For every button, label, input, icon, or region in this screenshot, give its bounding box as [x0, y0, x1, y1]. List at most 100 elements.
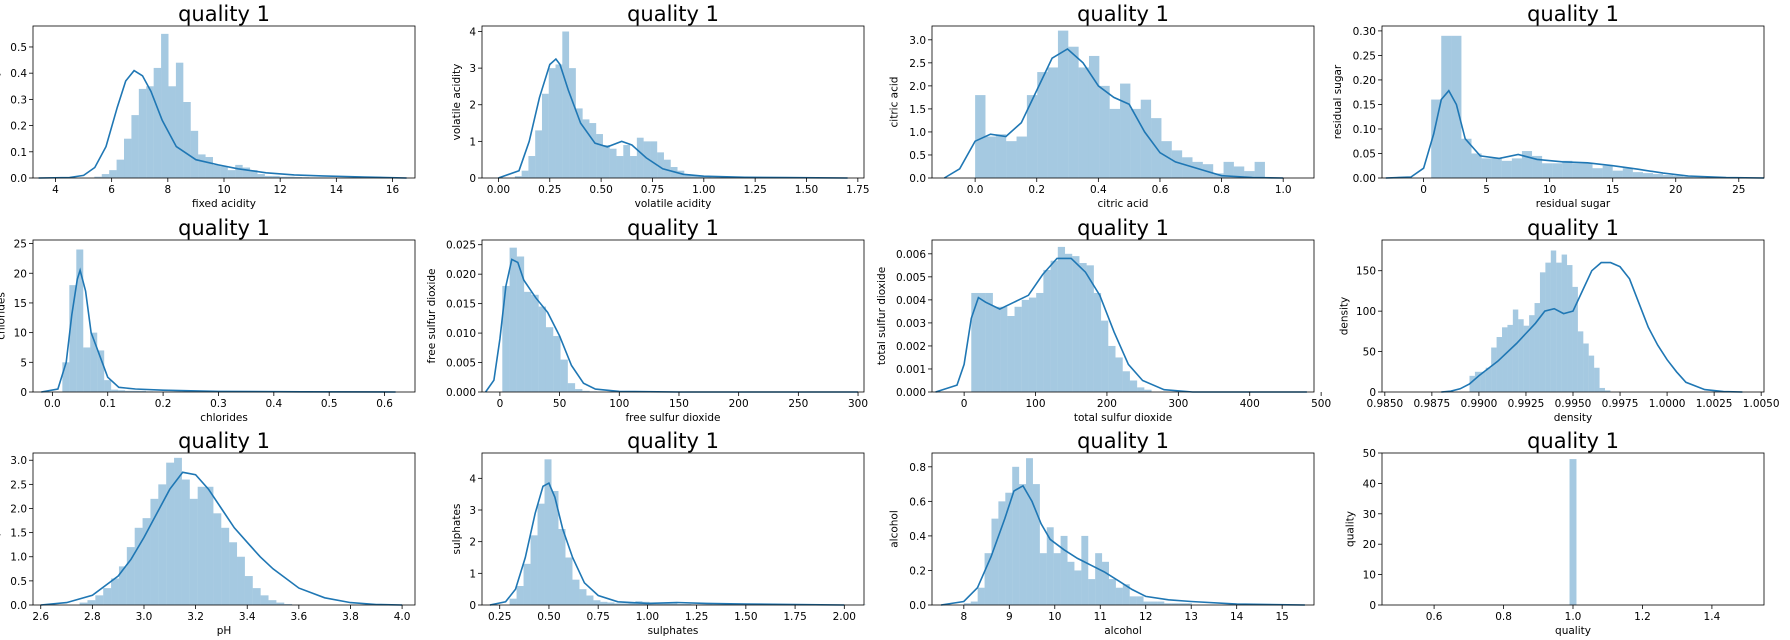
histogram-bar [1632, 172, 1643, 178]
histogram-bar [190, 130, 199, 178]
histogram-bar [1642, 173, 1654, 178]
histogram-bar [1102, 561, 1109, 605]
histogram-bar [1006, 141, 1017, 178]
x-tick-label: 1.25 [685, 611, 708, 623]
histogram-bar [551, 491, 559, 605]
histogram-bar [1074, 570, 1082, 605]
y-tick-label: 0.006 [896, 249, 926, 261]
y-tick-label: 50 [1363, 448, 1376, 460]
kde-line [940, 484, 1305, 606]
histogram-bar [1171, 150, 1183, 178]
x-tick-label: 150 [669, 398, 689, 410]
histogram-bar [602, 145, 610, 178]
x-tick-label: 250 [788, 398, 808, 410]
y-tick-label: 1.0 [909, 127, 926, 139]
x-tick-label: 0.5 [321, 398, 338, 410]
y-tick-label: 1.0 [10, 552, 27, 564]
histogram-bar [1511, 158, 1522, 178]
histogram-bar [161, 33, 169, 179]
subplot-title: quality 1 [1077, 429, 1169, 453]
y-tick-label: 0.4 [909, 531, 926, 543]
y-tick-label: 3 [469, 63, 476, 75]
x-axis-label: fixed acidity [192, 198, 256, 210]
x-tick-label: 16 [386, 184, 400, 196]
y-tick-label: 3.0 [10, 455, 27, 467]
histogram-bar [205, 486, 214, 605]
histogram-bar [1502, 327, 1508, 392]
histogram-bar [294, 176, 302, 178]
histogram-bar [132, 390, 140, 392]
x-tick-label: 10 [1048, 611, 1061, 623]
x-tick-label: 0.75 [641, 184, 664, 196]
histogram-bar [616, 156, 624, 178]
histogram-bar [116, 159, 125, 178]
histogram-bar [166, 462, 175, 605]
histogram-bar [1185, 603, 1192, 605]
y-tick-label: 2.0 [909, 81, 926, 93]
histogram-bar [1474, 371, 1481, 392]
x-tick-label: 3.6 [290, 611, 307, 623]
x-tick-label: 1.0050 [1743, 398, 1780, 410]
x-tick-label: 1.75 [783, 611, 806, 623]
x-tick-label: 0.2 [155, 398, 172, 410]
histogram-bar [1095, 553, 1103, 605]
x-tick-label: 100 [609, 398, 629, 410]
histogram-bar [555, 64, 563, 178]
histogram-bar [1101, 320, 1109, 392]
histogram-bar [575, 108, 583, 178]
histogram-bar [1021, 299, 1029, 392]
y-tick-label: 2 [469, 537, 476, 549]
x-tick-label: 2.6 [32, 611, 49, 623]
histogram-bar [586, 595, 594, 605]
subplot-9: quality 1 2.6 2.8 3.0 3.2 3.4 3.6 3.8 4.0 0.0 0.5 1… [0, 429, 416, 637]
histogram-bar [272, 175, 280, 178]
histogram-bar [1602, 165, 1613, 178]
histogram-bar [174, 457, 182, 605]
subplot-6: quality 1 0 50 100 150 200 250 300 0.000 0.005 0.0… [426, 216, 868, 424]
y-tick-label: 0.3 [10, 94, 27, 106]
y-axis-label: residual sugar [1332, 64, 1344, 139]
histogram-bar [537, 503, 545, 605]
histogram-bar [1081, 535, 1089, 605]
y-tick-label: 0 [1369, 387, 1376, 399]
histogram-bar [589, 123, 597, 178]
histogram-bar [1594, 367, 1600, 392]
histogram-bar [562, 31, 570, 179]
axes-frame [481, 452, 865, 606]
x-tick-label: 1.0 [1565, 611, 1582, 623]
x-tick-label: 9 [1006, 611, 1013, 623]
kde-line [943, 48, 1284, 179]
histogram-bar [1213, 173, 1224, 178]
y-tick-label: 2 [469, 100, 476, 112]
histogram-bar [1000, 306, 1008, 392]
histogram-bar [103, 588, 112, 605]
histogram-bar [1129, 596, 1137, 605]
kde-line [1441, 261, 1743, 393]
subplot-7: quality 1 0 100 200 300 400 500 0.000 0.001 0.002… [876, 216, 1331, 424]
x-axis-label: volatile acidity [635, 198, 712, 210]
histogram-bar [1039, 553, 1047, 605]
histogram-bar [111, 578, 119, 605]
y-tick-label: 2.5 [10, 479, 27, 491]
histogram-bar [125, 390, 133, 392]
histogram-bar [1534, 303, 1540, 392]
histogram-bar [1115, 587, 1123, 605]
histogram-bar [1032, 484, 1040, 605]
y-tick-label: 0.0 [10, 173, 27, 185]
histogram-bar [1683, 176, 1694, 178]
y-tick-label: 0.010 [446, 328, 476, 340]
histogram-bar [1122, 371, 1130, 392]
y-tick-label: 0.0 [909, 173, 926, 185]
histogram-bar [1150, 601, 1158, 605]
histogram-bar [1144, 389, 1152, 392]
histogram-bar [541, 93, 549, 178]
histogram-bar [1014, 306, 1022, 392]
x-tick-label: 0.50 [589, 184, 612, 196]
y-tick-label: 20 [14, 268, 27, 280]
x-tick-label: 0.9975 [1602, 398, 1639, 410]
histogram-bar [995, 134, 1007, 178]
y-tick-label: 0.000 [446, 387, 476, 399]
histogram-bar [139, 390, 147, 392]
histogram-bar [582, 119, 590, 178]
